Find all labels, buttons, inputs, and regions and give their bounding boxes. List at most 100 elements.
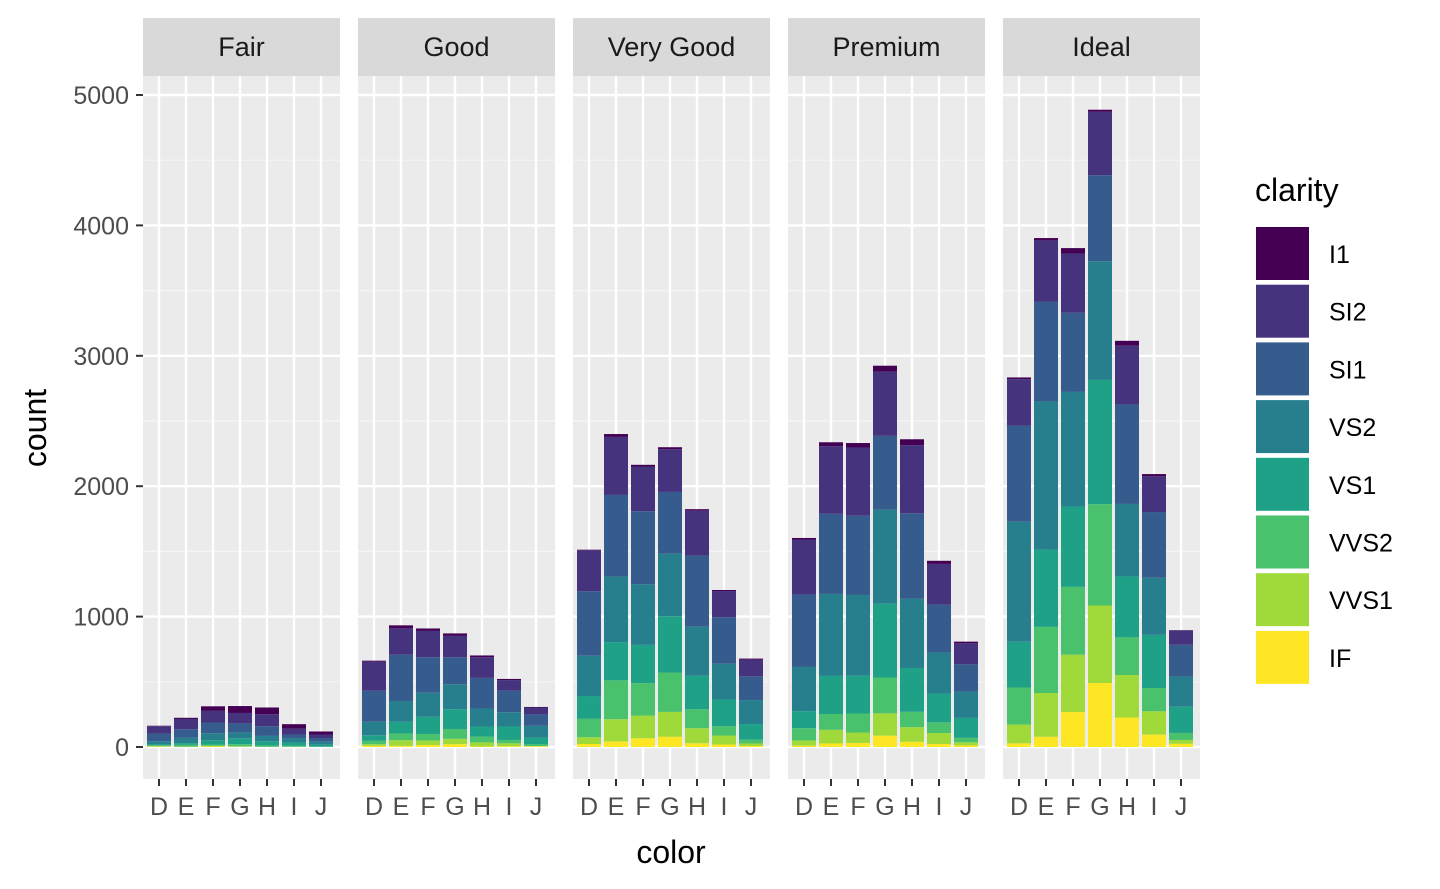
bar-segment-vs2: [927, 652, 951, 694]
bar-segment-si1: [1007, 425, 1031, 522]
y-tick-label: 5000: [73, 82, 129, 110]
x-tick-label: D: [150, 793, 168, 821]
bar-segment-i1: [309, 731, 333, 735]
bar-segment-vvs1: [443, 738, 467, 745]
bar-segment-si1: [497, 690, 521, 713]
bar-segment-i1: [873, 365, 897, 372]
bar-segment-vs2: [362, 721, 386, 736]
facet-panel-ideal: Ideal D E F G H I J: [1003, 18, 1200, 821]
bar-segment-si1: [873, 435, 897, 510]
bar-segment-vs2: [1061, 391, 1085, 507]
x-tick-label: I: [291, 793, 298, 821]
bar-segment-vvs2: [524, 744, 548, 747]
bar-segment-si2: [416, 630, 440, 658]
bar-segment-vvs1: [1061, 654, 1085, 713]
legend-label: SI2: [1329, 299, 1367, 327]
bar-segment-vs2: [1142, 577, 1166, 635]
bar-segment-si2: [1007, 379, 1031, 426]
bar-segment-si2: [846, 447, 870, 516]
bar-segment-vs1: [1115, 576, 1139, 638]
x-tick-label: H: [1118, 793, 1136, 821]
bar-segment-if: [954, 745, 978, 747]
bar-segment-vs2: [954, 691, 978, 718]
bar-segment-vvs2: [846, 713, 870, 733]
bar-segment-si1: [524, 714, 548, 726]
bar-segment-vvs1: [685, 728, 709, 744]
bar-segment-vvs2: [712, 726, 736, 736]
legend-title: clarity: [1255, 172, 1339, 208]
legend-key-si2: [1256, 284, 1309, 338]
bar-segment-i1: [1007, 377, 1031, 380]
bar-segment-vs1: [228, 738, 252, 745]
bar-segment-si2: [792, 539, 816, 595]
facet-strip: [573, 18, 770, 76]
bar-segment-vvs2: [282, 745, 306, 747]
bar-segment-si1: [228, 723, 252, 733]
y-tick-label: 3000: [73, 343, 129, 371]
bar-segment-vvs2: [255, 745, 279, 747]
bar-segment-vs1: [362, 735, 386, 741]
bar-segment-vvs2: [174, 744, 198, 747]
bar-segment-i1: [174, 717, 198, 719]
x-tick-label: J: [1175, 793, 1188, 821]
bar-segment-if: [819, 743, 843, 747]
bar-segment-i1: [685, 509, 709, 511]
legend-key-i1: [1256, 227, 1309, 280]
bar-segment-si2: [604, 436, 628, 495]
x-tick-label: F: [850, 793, 865, 821]
x-tick-label: J: [315, 793, 328, 821]
bar-segment-vvs1: [1007, 724, 1031, 744]
bar-segment-if: [1007, 743, 1031, 747]
bar-segment-vvs2: [1034, 626, 1058, 694]
bar-segment-vs1: [470, 726, 494, 737]
bar-segment-if: [846, 742, 870, 747]
bar-segment-if: [712, 744, 736, 747]
bar-segment-i1: [443, 633, 467, 636]
bar-segment-if: [1034, 736, 1058, 747]
y-tick-label: 1000: [73, 604, 129, 632]
bar-segment-vs1: [416, 716, 440, 734]
bar-segment-si1: [174, 729, 198, 738]
bar-segment-vvs2: [228, 744, 252, 747]
legend-label: SI1: [1329, 356, 1367, 384]
bar-segment-i1: [604, 434, 628, 437]
bar-segment-vvs2: [497, 739, 521, 744]
legend-key-si1: [1256, 342, 1309, 396]
bar-segment-vs1: [604, 642, 628, 681]
bar-segment-vvs1: [577, 737, 601, 745]
legend-key-vs2: [1256, 400, 1309, 454]
bar-segment-vvs2: [631, 683, 655, 716]
bar-segment-i1: [228, 706, 252, 713]
bar-segment-si1: [282, 734, 306, 739]
bar-segment-vs2: [497, 712, 521, 727]
bar-segment-si1: [255, 726, 279, 736]
x-tick-label: D: [795, 793, 813, 821]
bar-segment-vs1: [819, 675, 843, 715]
bar-segment-vvs2: [819, 714, 843, 730]
bar-segment-vvs2: [416, 733, 440, 741]
bar-segment-vs1: [255, 741, 279, 746]
bar-segment-i1: [282, 724, 306, 729]
x-tick-label: G: [230, 793, 249, 821]
bar-segment-vvs1: [712, 735, 736, 745]
bar-segment-vs1: [1088, 379, 1112, 505]
y-tick-label: 4000: [73, 212, 129, 240]
bar-segment-si1: [658, 491, 682, 554]
bar-segment-si2: [470, 657, 494, 678]
x-tick-label: G: [445, 793, 464, 821]
bar-segment-if: [389, 745, 413, 747]
bar-segment-si1: [1088, 175, 1112, 262]
bar-segment-vs1: [1142, 634, 1166, 689]
bar-segment-vs1: [389, 721, 413, 734]
bar-segment-si2: [201, 710, 225, 723]
bar-segment-vvs2: [1142, 688, 1166, 712]
bar-segment-si2: [255, 714, 279, 727]
legend-key-if: [1256, 630, 1309, 684]
bar-segment-si2: [685, 510, 709, 556]
bar-segment-vvs2: [873, 677, 897, 714]
bar-segment-if: [873, 735, 897, 747]
x-tick-label: F: [1065, 793, 1080, 821]
legend-label: VVS1: [1329, 587, 1393, 615]
bar-segment-vs1: [1061, 506, 1085, 587]
bar-segment-vs2: [470, 708, 494, 727]
